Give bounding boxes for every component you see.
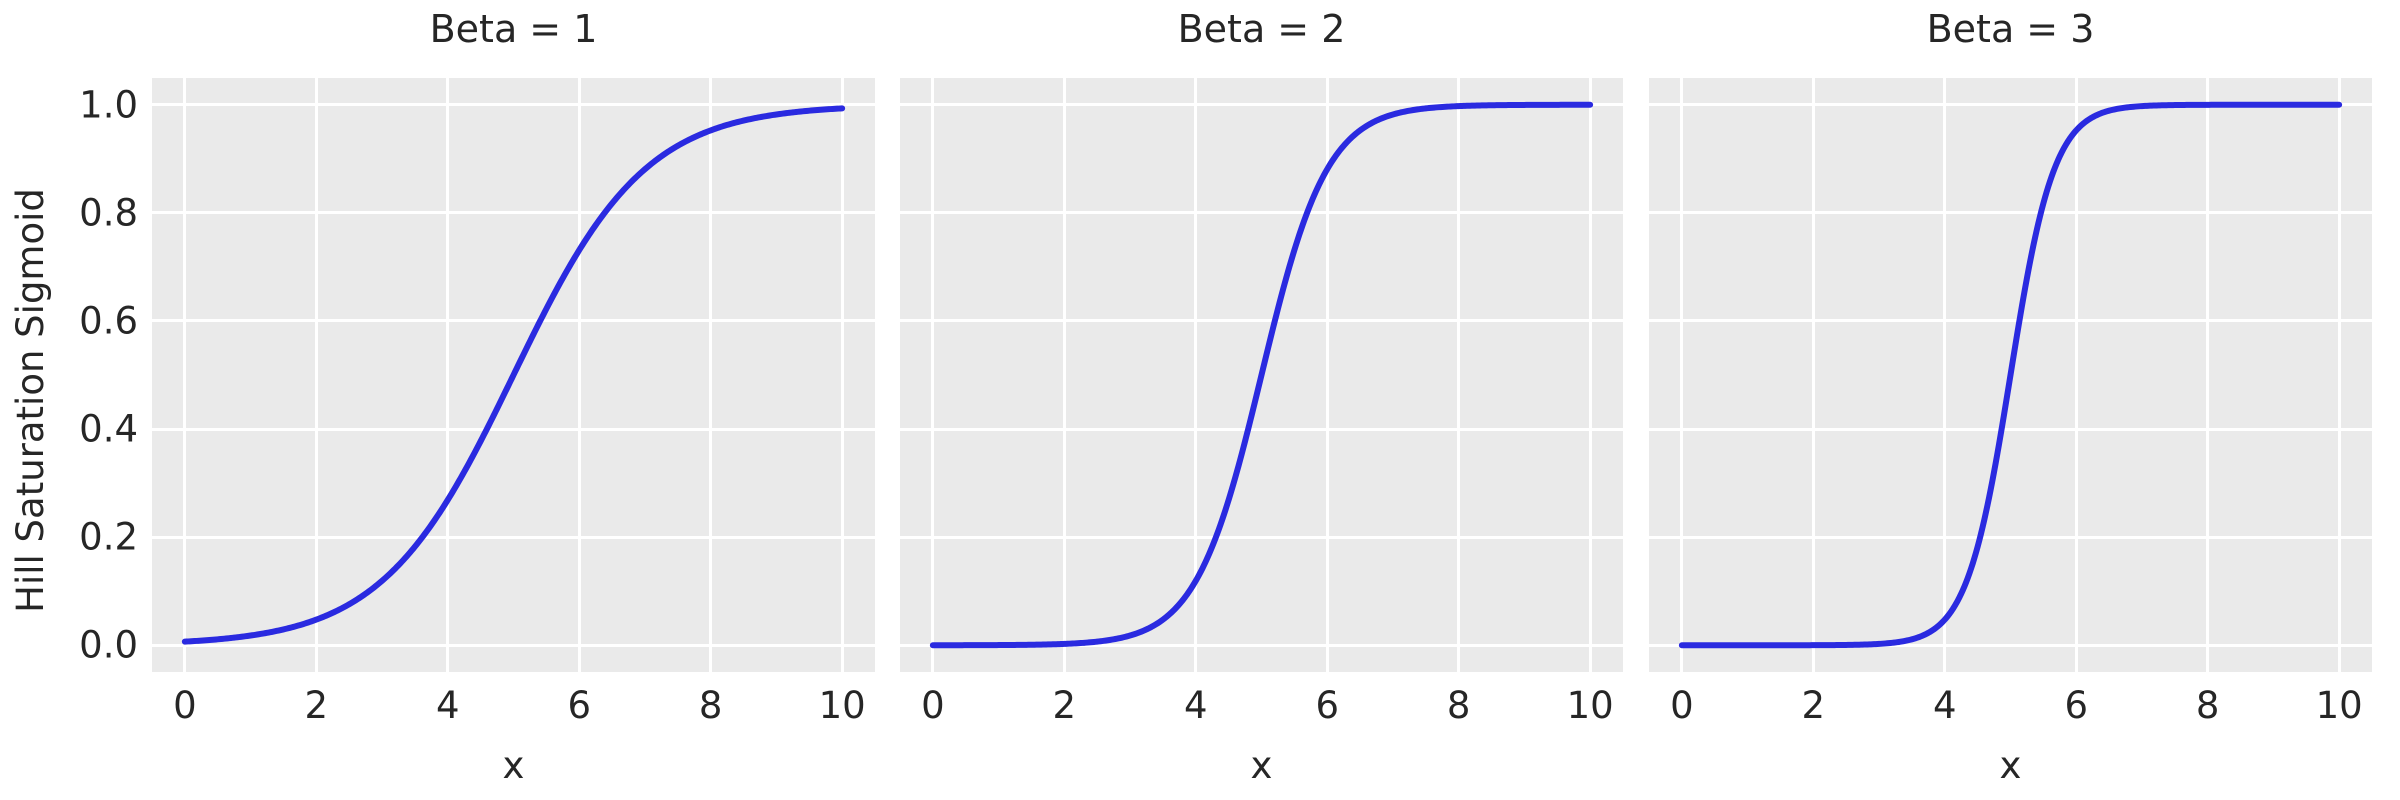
gridline-vertical bbox=[931, 78, 935, 672]
x-tick-label: 0 bbox=[1670, 684, 1694, 727]
sigmoid-curve bbox=[181, 105, 846, 645]
x-tick-label: 2 bbox=[1052, 684, 1077, 727]
y-tick-label: 0.4 bbox=[79, 407, 138, 451]
x-tick-label: 6 bbox=[2064, 684, 2088, 727]
x-tick-label: 6 bbox=[567, 684, 591, 727]
gridline-horizontal bbox=[900, 643, 1623, 647]
panel-title: Beta = 2 bbox=[1177, 7, 1346, 51]
gridline-vertical bbox=[183, 78, 187, 672]
x-tick-label: 10 bbox=[2315, 684, 2363, 727]
gridline-vertical bbox=[2074, 78, 2078, 672]
gridline-horizontal bbox=[152, 535, 875, 539]
gridline-horizontal bbox=[1649, 211, 2372, 215]
gridline-vertical bbox=[314, 78, 318, 672]
gridline-vertical bbox=[709, 78, 713, 672]
y-tick-label: 0.8 bbox=[79, 191, 138, 235]
plot-area bbox=[900, 78, 1623, 672]
x-tick-label: 0 bbox=[173, 684, 197, 727]
gridline-vertical bbox=[1588, 78, 1592, 672]
chart-panel: Beta = 2 0 2 4 6 8 10 x bbox=[820, 0, 1703, 800]
data-series-line bbox=[181, 105, 846, 645]
x-tick-label: 8 bbox=[698, 684, 723, 727]
gridline-vertical bbox=[1680, 78, 1684, 672]
sigmoid-curve bbox=[929, 101, 1594, 649]
gridline-vertical bbox=[840, 78, 844, 672]
x-tick-label: 4 bbox=[1932, 684, 1957, 727]
y-tick-label: 0.6 bbox=[79, 299, 138, 343]
gridline-horizontal bbox=[1649, 643, 2372, 647]
gridline-horizontal bbox=[900, 427, 1623, 431]
data-series-line bbox=[929, 101, 1594, 649]
data-series-line bbox=[1678, 101, 2343, 649]
x-tick-label: 10 bbox=[1566, 684, 1614, 727]
x-tick-label: 8 bbox=[1446, 684, 1471, 727]
x-tick-label: 4 bbox=[435, 684, 460, 727]
gridline-vertical bbox=[1325, 78, 1329, 672]
gridline-horizontal bbox=[1649, 319, 2372, 323]
gridline-horizontal bbox=[1649, 427, 2372, 431]
x-tick-label: 10 bbox=[818, 684, 866, 727]
gridline-vertical bbox=[2206, 78, 2210, 672]
gridline-horizontal bbox=[152, 319, 875, 323]
x-tick-label: 6 bbox=[1315, 684, 1339, 727]
gridline-vertical bbox=[446, 78, 450, 672]
gridline-horizontal bbox=[152, 427, 875, 431]
gridline-horizontal bbox=[152, 103, 875, 107]
x-tick-label: 8 bbox=[2195, 684, 2220, 727]
y-tick-label: 0.2 bbox=[79, 515, 138, 559]
gridline-horizontal bbox=[152, 643, 875, 647]
gridline-vertical bbox=[1194, 78, 1198, 672]
x-tick-label: 2 bbox=[1801, 684, 1826, 727]
panel-title: Beta = 1 bbox=[429, 7, 598, 51]
gridline-horizontal bbox=[152, 211, 875, 215]
x-tick-label: 0 bbox=[921, 684, 945, 727]
gridline-vertical bbox=[577, 78, 581, 672]
x-tick-label: 4 bbox=[1183, 684, 1208, 727]
gridline-horizontal bbox=[1649, 535, 2372, 539]
chart-panel: Beta = 3 0 2 4 6 8 10 x bbox=[1569, 0, 2400, 800]
gridline-vertical bbox=[1457, 78, 1461, 672]
y-tick-label: 1.0 bbox=[79, 83, 138, 127]
gridline-vertical bbox=[2337, 78, 2341, 672]
x-axis-label: x bbox=[1250, 744, 1273, 787]
plot-area bbox=[1649, 78, 2372, 672]
gridline-horizontal bbox=[900, 535, 1623, 539]
panel-title: Beta = 3 bbox=[1926, 7, 2095, 51]
x-tick-label: 2 bbox=[304, 684, 329, 727]
gridline-vertical bbox=[1943, 78, 1947, 672]
sigmoid-curve bbox=[1678, 101, 2343, 649]
gridline-horizontal bbox=[900, 103, 1623, 107]
gridline-vertical bbox=[1062, 78, 1066, 672]
gridline-horizontal bbox=[900, 319, 1623, 323]
gridline-vertical bbox=[1811, 78, 1815, 672]
x-axis-label: x bbox=[502, 744, 525, 787]
y-tick-label: 0.0 bbox=[79, 623, 138, 667]
chart-panel: Beta = 1 0 2 4 6 8 10 x 0.0 0.2 0.4 0.6 0.8 1.0 bbox=[72, 0, 955, 800]
gridline-horizontal bbox=[1649, 103, 2372, 107]
plot-area bbox=[152, 78, 875, 672]
gridline-horizontal bbox=[900, 211, 1623, 215]
x-axis-label: x bbox=[1999, 744, 2022, 787]
